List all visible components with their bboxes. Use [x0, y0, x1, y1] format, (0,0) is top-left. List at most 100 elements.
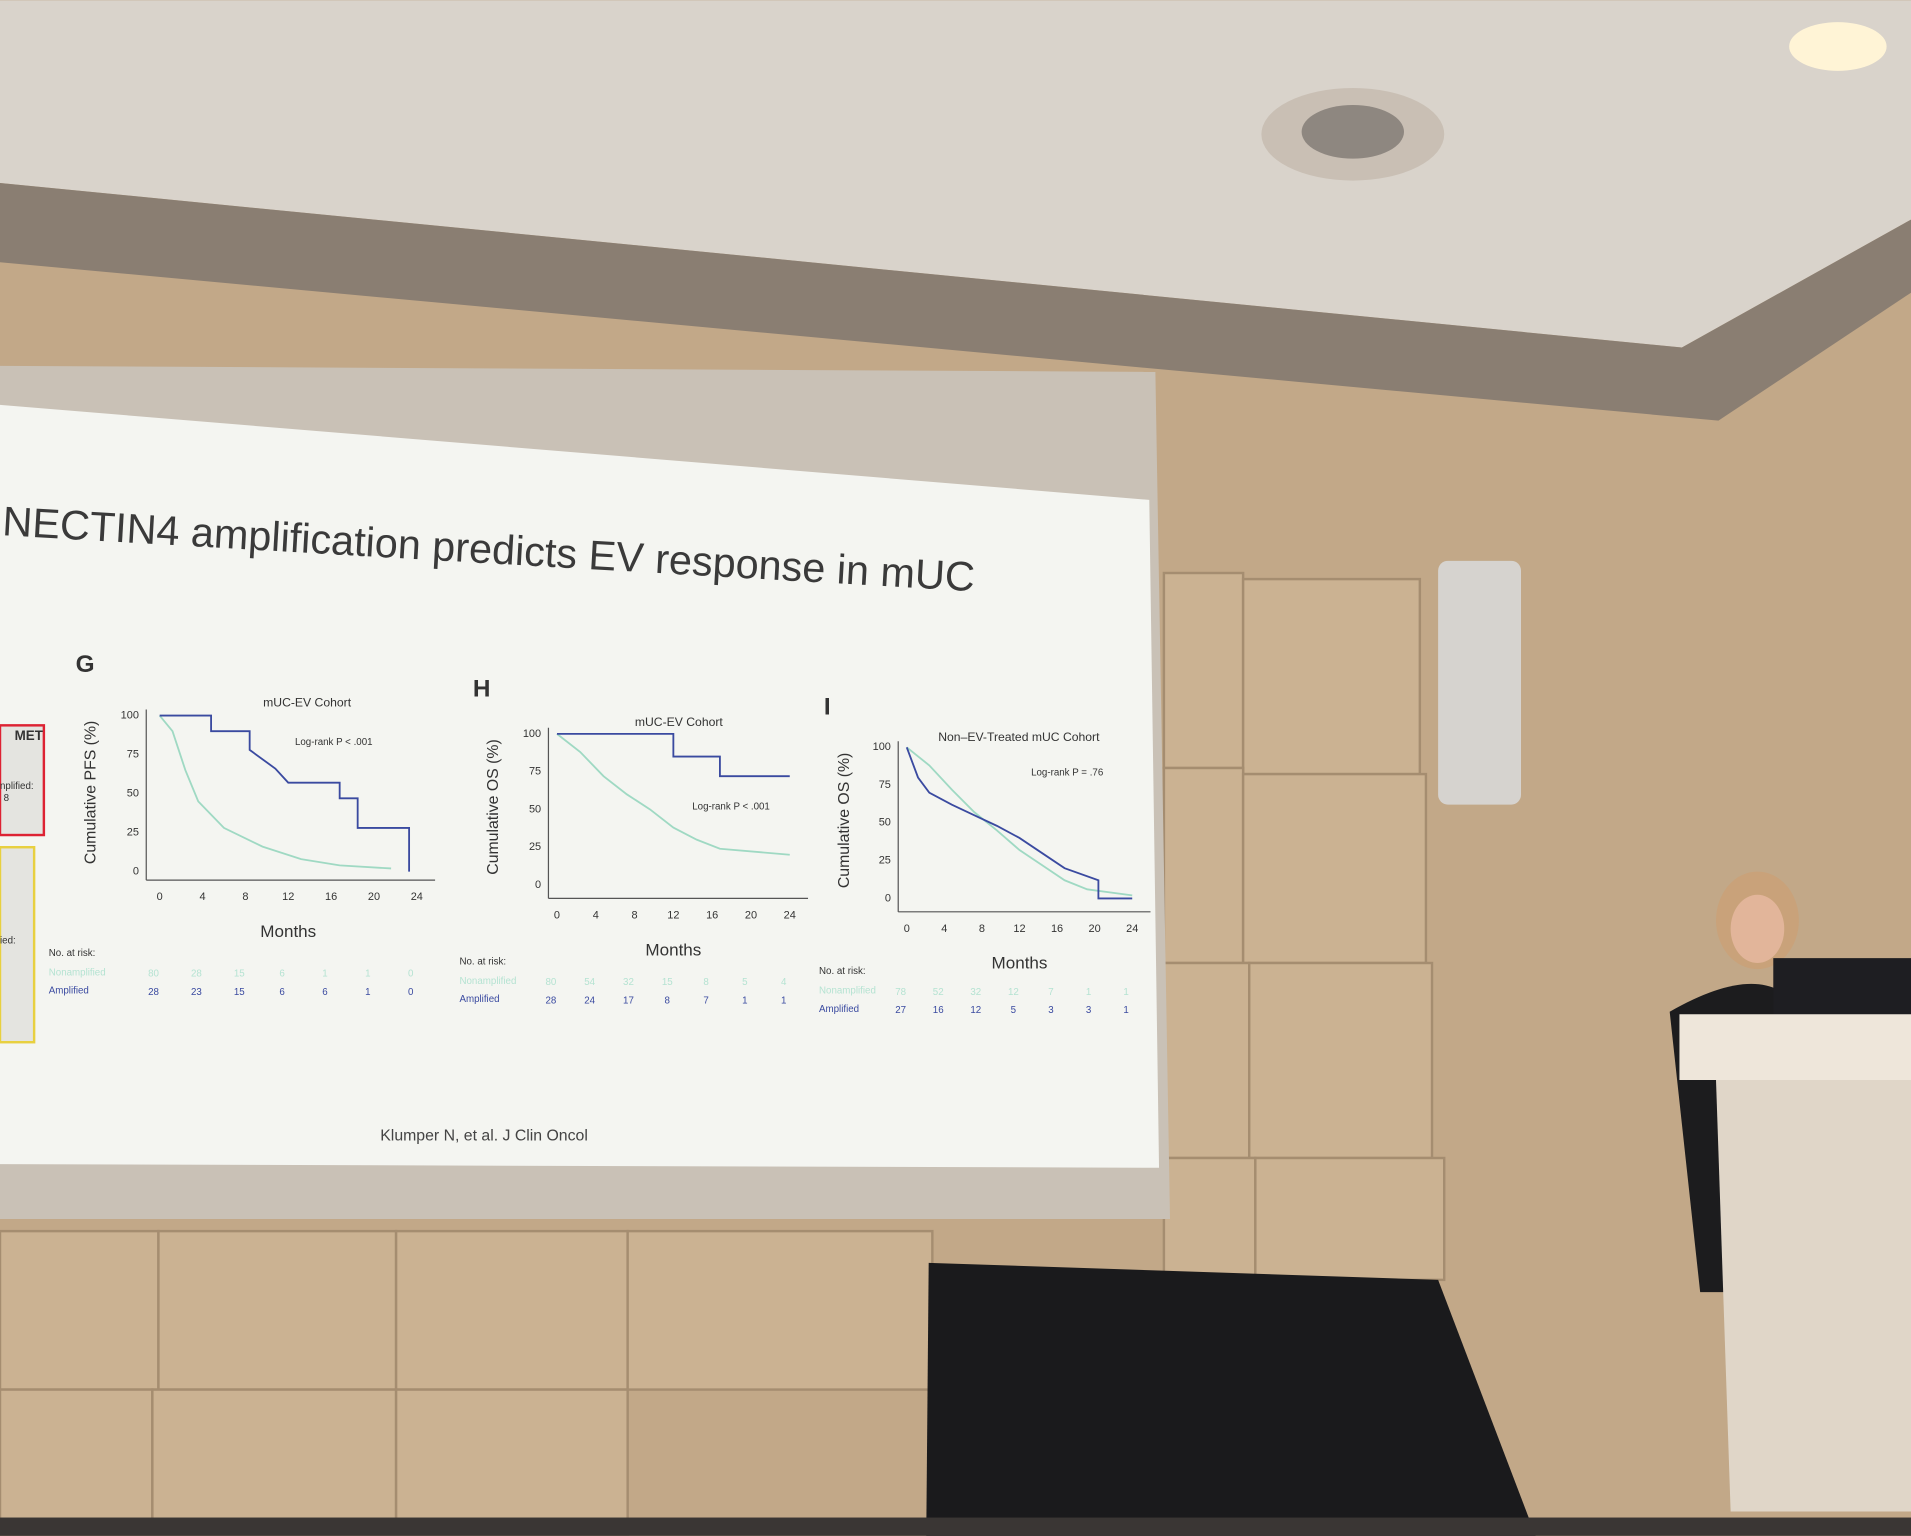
risk-count: 15 — [234, 969, 245, 980]
risk-count: 1 — [365, 969, 370, 980]
annotation: Log-rank P < .001 — [692, 802, 770, 813]
face — [1730, 894, 1785, 963]
curve-amplified — [905, 746, 1133, 900]
risk-count: 28 — [148, 987, 159, 998]
risk-row-name: Amplified — [819, 1004, 859, 1015]
risk-count: 80 — [148, 969, 159, 980]
risk-count: 0 — [408, 969, 414, 980]
podium — [1716, 1080, 1911, 1512]
risk-count: 0 — [408, 987, 414, 998]
x-tick-label: 20 — [368, 891, 380, 903]
speaker — [1438, 560, 1521, 805]
risk-count: 28 — [545, 995, 556, 1006]
risk-count: 78 — [895, 987, 906, 998]
risk-title: No. at risk: — [459, 956, 506, 967]
x-tick-label: 20 — [1089, 923, 1101, 935]
y-tick-label: 25 — [529, 841, 541, 853]
x-axis-label: Months — [260, 922, 316, 941]
risk-count: 1 — [781, 995, 786, 1006]
podium-top — [1679, 1014, 1911, 1080]
risk-row-name: Nonamplified — [819, 986, 876, 997]
risk-count: 28 — [191, 969, 202, 980]
x-tick-label: 24 — [1126, 923, 1138, 935]
risk-title: No. at risk: — [819, 966, 866, 977]
x-tick-label: 16 — [1051, 923, 1063, 935]
x-axis-label: Months — [645, 940, 701, 959]
risk-count: 54 — [584, 977, 595, 988]
risk-count: 80 — [545, 977, 556, 988]
risk-row-name: Amplified — [459, 994, 499, 1005]
risk-count: 1 — [322, 969, 327, 980]
panel-title: mUC-EV Cohort — [635, 715, 724, 729]
y-tick-label: 25 — [879, 855, 891, 867]
curve-nonamplified — [158, 715, 392, 870]
ceiling — [0, 0, 1911, 348]
y-tick-label: 100 — [523, 728, 541, 740]
risk-row-name: Nonamplified — [459, 976, 516, 987]
y-tick-label: 50 — [529, 803, 541, 815]
x-tick-label: 4 — [941, 923, 947, 935]
risk-count: 1 — [1123, 1005, 1128, 1016]
y-tick-label: 50 — [127, 787, 139, 799]
floor — [0, 1517, 1911, 1536]
risk-count: 3 — [1048, 1005, 1053, 1016]
y-tick-label: 25 — [127, 826, 139, 838]
vent-core — [1301, 105, 1404, 159]
risk-title: No. at risk: — [49, 948, 96, 959]
risk-count: 5 — [742, 977, 748, 988]
x-tick-label: 16 — [325, 891, 337, 903]
risk-count: 23 — [191, 987, 202, 998]
risk-count: 4 — [781, 977, 787, 988]
risk-row-name: Amplified — [49, 986, 89, 997]
side-label: nplified: — [0, 781, 34, 792]
km-panel: I Non–EV-Treated mUC Cohort Cumulative OS … — [819, 694, 1151, 1016]
y-tick-label: 75 — [529, 766, 541, 778]
monitor — [926, 1262, 1536, 1536]
y-tick-label: 0 — [133, 865, 139, 877]
risk-count: 12 — [1008, 987, 1019, 998]
panel-letter: G — [76, 651, 95, 678]
y-axis-label: Cumulative OS (%) — [836, 753, 853, 888]
y-tick-label: 100 — [873, 741, 891, 753]
curve-nonamplified — [906, 746, 1133, 897]
side-label: ied: — [0, 936, 16, 947]
curve-amplified — [556, 732, 790, 778]
y-tick-label: 100 — [121, 709, 139, 721]
wall-panels — [0, 571, 1446, 1536]
x-tick-label: 8 — [242, 891, 248, 903]
x-tick-label: 24 — [784, 909, 796, 921]
x-tick-label: 0 — [904, 923, 910, 935]
risk-count: 27 — [895, 1005, 906, 1016]
side-box — [0, 724, 46, 837]
x-tick-label: 4 — [199, 891, 205, 903]
risk-count: 5 — [1011, 1005, 1017, 1016]
risk-count: 7 — [703, 995, 708, 1006]
curve-nonamplified — [556, 733, 790, 856]
side-label: 8 — [4, 793, 9, 804]
side-header: MET — [15, 728, 44, 743]
panel-title: mUC-EV Cohort — [263, 696, 352, 710]
y-axis-label: Cumulative PFS (%) — [83, 721, 100, 864]
x-tick-label: 8 — [632, 909, 638, 921]
risk-count: 15 — [234, 987, 245, 998]
risk-count: 17 — [623, 995, 634, 1006]
risk-count: 8 — [665, 995, 670, 1006]
x-tick-label: 12 — [282, 891, 294, 903]
x-tick-label: 0 — [157, 891, 163, 903]
side-box — [0, 846, 36, 1044]
risk-count: 1 — [742, 995, 747, 1006]
panel-title: Non–EV-Treated mUC Cohort — [938, 730, 1100, 744]
ceiling-edge — [0, 183, 1911, 421]
x-tick-label: 20 — [745, 909, 757, 921]
risk-count: 8 — [703, 977, 708, 988]
risk-count: 1 — [1086, 987, 1091, 998]
risk-count: 24 — [584, 995, 595, 1006]
risk-row-name: Nonamplified — [49, 967, 106, 978]
y-tick-label: 50 — [879, 817, 891, 829]
risk-count: 6 — [322, 987, 327, 998]
risk-count: 1 — [1123, 987, 1128, 998]
